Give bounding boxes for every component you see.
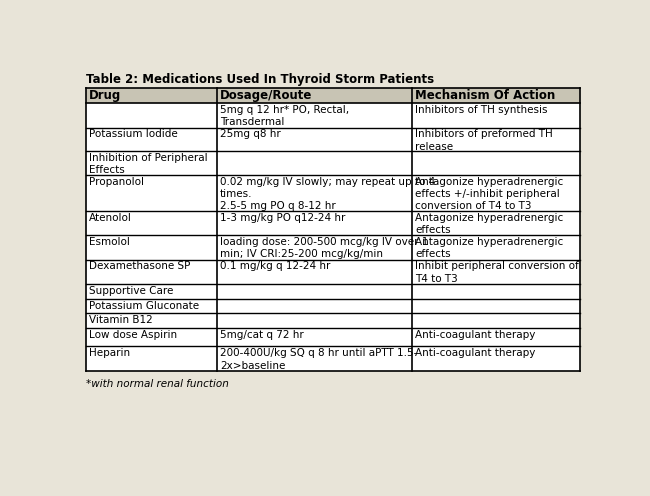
Text: Potassium Iodide: Potassium Iodide [89, 129, 178, 139]
Text: Mechanism Of Action: Mechanism Of Action [415, 89, 555, 102]
Text: Inhibit peripheral conversion of
T4 to T3: Inhibit peripheral conversion of T4 to T… [415, 261, 579, 284]
Text: Atenolol: Atenolol [89, 213, 132, 223]
Text: Low dose Aspirin: Low dose Aspirin [89, 330, 177, 340]
Text: Drug: Drug [89, 89, 122, 102]
Text: Anti-coagulant therapy: Anti-coagulant therapy [415, 348, 536, 358]
Text: Heparin: Heparin [89, 348, 131, 358]
Text: Anti-coagulant therapy: Anti-coagulant therapy [415, 330, 536, 340]
Text: Antagonize hyperadrenergic
effects: Antagonize hyperadrenergic effects [415, 213, 564, 236]
Text: Supportive Care: Supportive Care [89, 286, 174, 296]
Text: Inhibition of Peripheral
Effects: Inhibition of Peripheral Effects [89, 153, 208, 176]
Text: Vitamin B12: Vitamin B12 [89, 315, 153, 325]
Bar [86, 88, 580, 103]
Text: Antagonize hyperadrenergic
effects +/-inhibit peripheral
conversion of T4 to T3: Antagonize hyperadrenergic effects +/-in… [415, 177, 564, 211]
Text: Inhibitors of preformed TH
release: Inhibitors of preformed TH release [415, 129, 553, 152]
Text: Esmolol: Esmolol [89, 237, 130, 247]
Text: 0.02 mg/kg IV slowly; may repeat up to 4
times.
2.5-5 mg PO q 8-12 hr: 0.02 mg/kg IV slowly; may repeat up to 4… [220, 177, 436, 211]
Text: loading dose: 200-500 mcg/kg IV over 1
min; IV CRI:25-200 mcg/kg/min: loading dose: 200-500 mcg/kg IV over 1 m… [220, 237, 428, 259]
Text: 5mg/cat q 72 hr: 5mg/cat q 72 hr [220, 330, 304, 340]
Text: Inhibitors of TH synthesis: Inhibitors of TH synthesis [415, 105, 548, 115]
Text: 200-400U/kg SQ q 8 hr until aPTT 1.5-
2x>baseline: 200-400U/kg SQ q 8 hr until aPTT 1.5- 2x… [220, 348, 417, 371]
Bar [86, 88, 580, 371]
Text: Antagonize hyperadrenergic
effects: Antagonize hyperadrenergic effects [415, 237, 564, 259]
Text: *with normal renal function: *with normal renal function [86, 379, 229, 389]
Text: Potassium Gluconate: Potassium Gluconate [89, 301, 200, 311]
Text: Dexamethasone SP: Dexamethasone SP [89, 261, 190, 271]
Text: 1-3 mg/kg PO q12-24 hr: 1-3 mg/kg PO q12-24 hr [220, 213, 346, 223]
Text: Table 2: Medications Used In Thyroid Storm Patients: Table 2: Medications Used In Thyroid Sto… [86, 73, 434, 86]
Text: Propanolol: Propanolol [89, 177, 144, 186]
Text: 5mg q 12 hr* PO, Rectal,
Transdermal: 5mg q 12 hr* PO, Rectal, Transdermal [220, 105, 349, 127]
Text: 0.1 mg/kg q 12-24 hr: 0.1 mg/kg q 12-24 hr [220, 261, 330, 271]
Text: Dosage/Route: Dosage/Route [220, 89, 313, 102]
Text: 25mg q8 hr: 25mg q8 hr [220, 129, 281, 139]
